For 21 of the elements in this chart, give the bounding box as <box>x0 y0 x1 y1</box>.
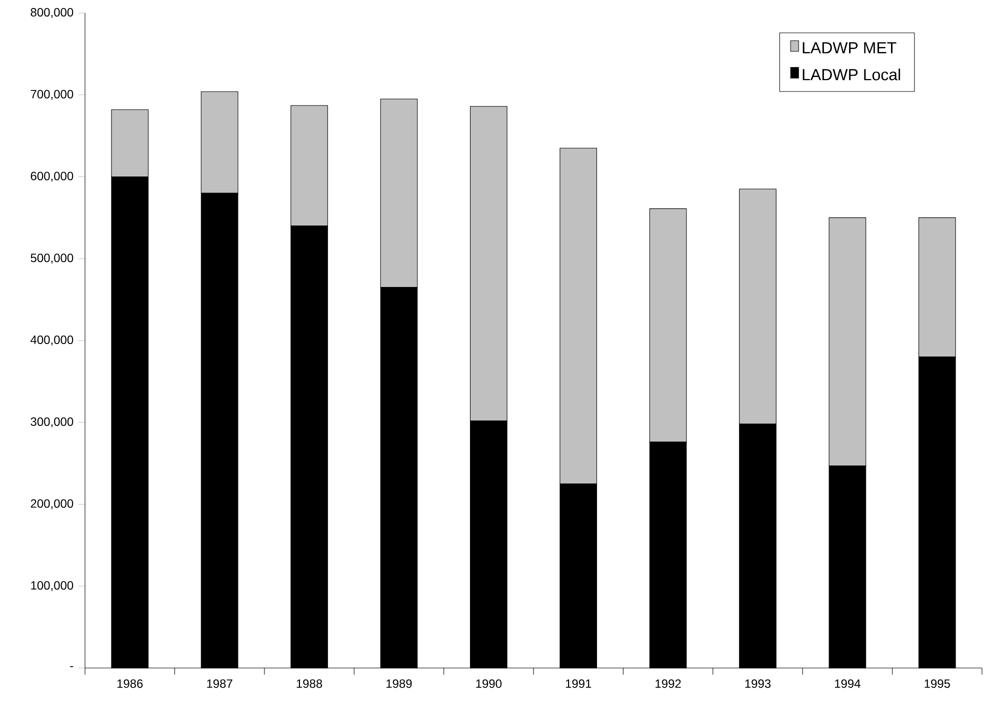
y-tick-label: 400,000 <box>30 336 74 346</box>
x-tick-label: 1989 <box>386 679 412 688</box>
y-tick-label: 800,000 <box>30 8 74 18</box>
x-tick-label: 1987 <box>207 679 232 688</box>
x-tick-label: 1986 <box>117 679 143 688</box>
y-tick-label: 100,000 <box>31 581 74 592</box>
x-tick-label: 1993 <box>745 679 771 688</box>
x-tick-label: 1994 <box>835 679 860 688</box>
y-tick-label: 300,000 <box>30 417 74 428</box>
legend-label: LADWP MET <box>802 42 896 54</box>
y-tick-label: 200,000 <box>30 499 74 510</box>
legend-label: LADWP Local <box>802 68 900 80</box>
y-tick-label: 600,000 <box>30 172 74 182</box>
x-tick-label: 1992 <box>656 679 681 688</box>
y-tick-label: 700,000 <box>30 90 74 100</box>
x-tick-label: 1990 <box>476 679 502 688</box>
x-tick-label: 1995 <box>924 679 950 688</box>
x-tick-label: 1988 <box>296 679 322 688</box>
y-tick-label: 500,000 <box>30 254 74 264</box>
x-tick-label: 1991 <box>566 679 592 688</box>
y-tick-label: - <box>70 666 74 668</box>
